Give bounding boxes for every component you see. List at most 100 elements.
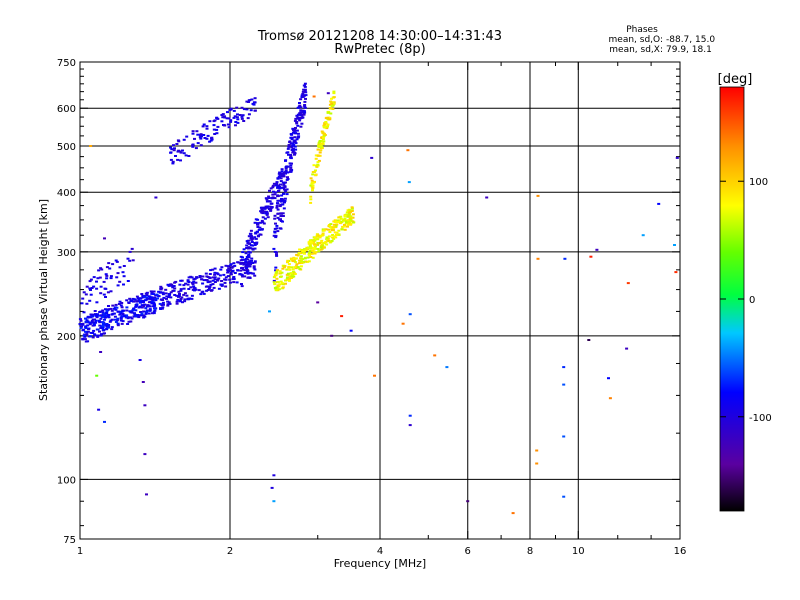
echo-point [289,164,293,167]
echo-point [87,327,91,330]
echo-point [328,241,332,244]
echo-point [277,175,281,178]
echo-point [173,294,177,296]
echo-point [118,313,122,316]
echo-point [233,115,237,118]
echo-point [272,276,276,279]
echo-point [213,267,217,270]
echo-point [335,221,339,224]
echo-point [169,158,173,161]
echo-point [168,293,172,296]
echo-point [136,300,140,303]
echo-point [337,220,341,223]
sparse-echo-point [536,257,540,260]
echo-point [279,275,283,278]
echo-point [256,223,260,226]
echo-point [82,334,86,337]
echo-point [199,144,203,147]
echo-point [332,92,336,95]
echo-point [198,275,202,277]
echo-point [278,270,282,273]
echo-point [103,287,107,290]
echo-point [254,242,258,245]
echo-point [276,269,279,272]
echo-point [223,278,227,281]
echo-point [182,138,186,141]
echo-point [250,257,254,260]
echo-point [251,272,255,275]
echo-point [321,138,325,141]
echo-point [303,105,307,108]
echo-point [107,305,110,307]
colorbar-ticks: 100 0 -100 [720,177,772,424]
echo-point [245,256,249,258]
echo-point [253,261,257,264]
echo-point [128,259,132,262]
echo-point [206,289,210,291]
echo-point [275,270,279,273]
echo-point [273,193,277,196]
echo-point [201,282,205,285]
echo-point [93,333,97,336]
echo-point [131,297,135,300]
echo-point [304,97,307,100]
echo-point [351,216,355,219]
echo-point [174,155,177,157]
echo-point [319,246,323,249]
echo-point [346,223,350,226]
echo-point [248,251,252,254]
colorbar-tick-label: 100 [749,177,768,188]
echo-point [115,276,119,279]
echo-point [319,149,323,152]
echo-point [187,288,191,290]
echo-point [329,112,333,115]
echo-point [95,287,99,290]
echo-point [82,311,86,314]
echo-point [265,198,269,201]
echo-point [251,102,255,105]
echo-point [332,223,336,226]
echo-point [288,162,292,165]
echo-point [257,228,261,231]
sparse-echo-point [535,462,539,465]
echo-point [246,117,250,120]
echo-point [137,306,141,309]
sparse-echo-point [562,383,566,386]
echo-point [297,252,301,255]
echo-point [171,289,175,292]
echo-point [202,292,206,295]
echo-point [238,114,242,116]
echo-point [194,281,198,284]
echo-point [279,212,283,215]
echo-point [266,200,270,203]
echo-point [337,229,341,232]
echo-point [119,319,123,322]
echo-point [143,315,147,318]
echo-point [321,136,325,139]
echo-point [266,205,270,208]
echo-point [241,114,245,117]
echo-point [350,210,354,212]
echo-point [208,120,212,123]
echo-point [141,300,144,303]
echo-point [118,280,122,283]
echo-point [322,246,326,249]
echo-point [344,219,348,222]
echo-point [295,122,299,125]
echo-point [96,335,100,338]
echo-point [192,278,196,281]
echo-point [329,100,333,103]
sparse-echo-point [408,424,412,427]
echo-point [346,209,350,212]
echo-point [280,186,284,189]
echo-point [129,299,133,302]
echo-point [257,235,260,238]
echo-point [343,223,346,226]
sparse-echo-point [154,196,158,199]
echo-point [90,319,94,322]
echo-point [140,306,144,309]
echo-point [220,283,224,286]
echo-point [145,309,149,312]
echo-point [208,286,212,288]
echo-point [279,280,283,283]
